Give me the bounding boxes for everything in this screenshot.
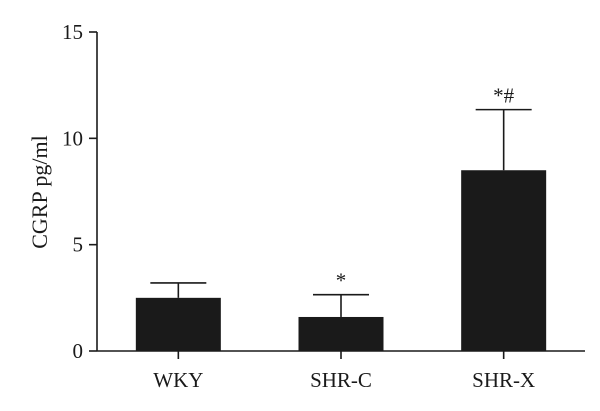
error-bars (150, 108, 532, 317)
x-category-label: SHR-C (310, 368, 372, 392)
significance-marker: *# (493, 84, 515, 108)
y-axis-label: CGRP pg/ml (27, 135, 52, 249)
y-axis: 0 5 10 15 (62, 20, 98, 363)
annotations: * *# (336, 84, 515, 293)
x-axis: WKY SHR-C SHR-X (97, 350, 585, 392)
x-category-label: WKY (153, 368, 203, 392)
y-tick-label: 15 (62, 20, 83, 44)
bar-shr-c (298, 316, 384, 351)
bar-shr-x (461, 170, 547, 351)
y-tick-label: 0 (73, 339, 84, 363)
bars (135, 170, 547, 351)
y-tick-label: 10 (62, 126, 83, 150)
y-tick-label: 5 (73, 233, 84, 257)
x-category-label: SHR-X (472, 368, 535, 392)
bar-wky (135, 297, 221, 351)
significance-marker: * (336, 269, 347, 293)
